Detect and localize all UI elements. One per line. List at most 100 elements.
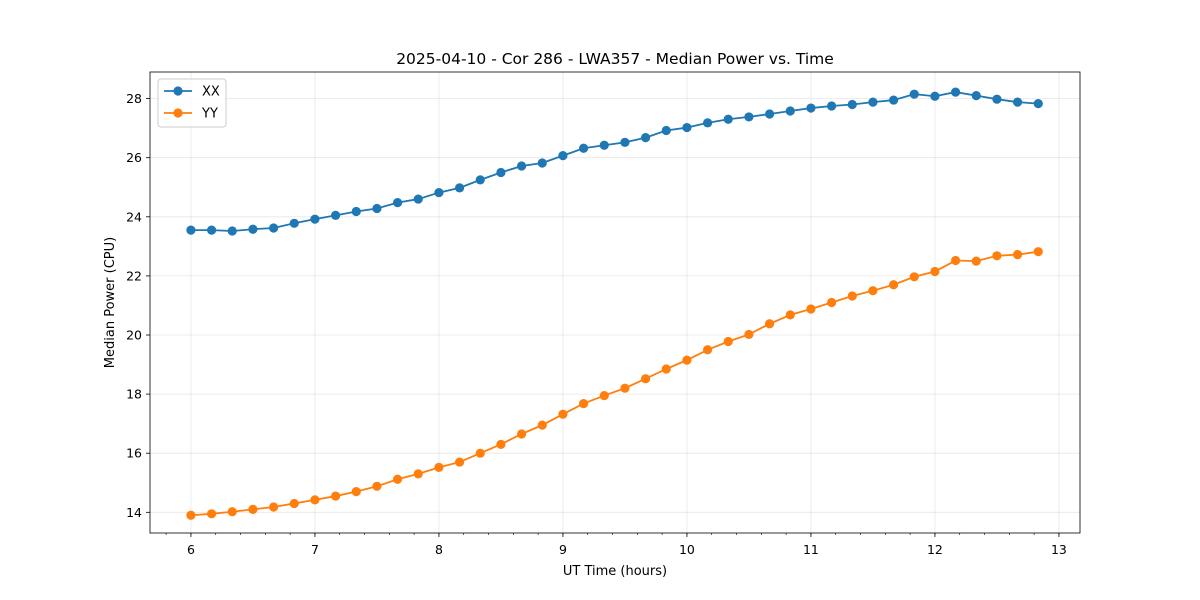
data-point-yy: [1033, 247, 1043, 257]
x-tick-label: 7: [311, 542, 319, 557]
data-point-yy: [268, 502, 279, 512]
legend-label: XX: [202, 85, 220, 100]
y-tick-label: 22: [126, 268, 142, 283]
data-point-xx: [702, 118, 713, 128]
x-axis-label: UT Time (hours): [563, 564, 667, 579]
data-point-xx: [682, 122, 692, 133]
x-tick-label: 11: [803, 542, 819, 557]
data-point-xx: [930, 91, 940, 101]
data-point-xx: [434, 187, 444, 198]
y-tick-label: 26: [126, 150, 142, 165]
data-point-yy: [682, 355, 692, 365]
y-tick-label: 28: [126, 91, 142, 106]
data-point-xx: [785, 106, 795, 116]
data-point-yy: [1012, 250, 1023, 260]
data-point-yy: [620, 383, 630, 393]
data-point-xx: [516, 161, 527, 171]
data-point-yy: [930, 266, 940, 277]
legend-item-xx: XX: [164, 85, 220, 100]
data-point-yy: [578, 398, 589, 409]
data-point-xx: [206, 225, 217, 235]
legend-marker: [173, 108, 183, 118]
data-point-xx: [475, 175, 485, 185]
chart-title: 2025-04-10 - Cor 286 - LWA357 - Median P…: [396, 50, 834, 68]
data-point-xx: [310, 214, 320, 224]
data-point-yy: [289, 498, 299, 509]
y-tick-label: 24: [126, 209, 142, 224]
data-point-xx: [289, 218, 299, 228]
data-point-xx: [620, 137, 630, 147]
data-point-yy: [475, 448, 485, 458]
data-point-xx: [888, 95, 899, 105]
data-point-xx: [764, 109, 775, 119]
data-point-yy: [992, 251, 1002, 261]
data-point-yy: [516, 429, 527, 439]
data-point-xx: [909, 89, 919, 99]
legend-items: XX YY: [164, 85, 220, 122]
data-point-xx: [826, 101, 837, 111]
data-point-yy: [248, 504, 258, 514]
data-point-xx: [950, 87, 961, 97]
data-point-xx: [392, 198, 403, 208]
data-point-yy: [599, 390, 609, 401]
data-point-yy: [372, 481, 382, 491]
data-point-xx: [599, 140, 609, 150]
data-point-xx: [268, 223, 279, 233]
data-point-xx: [661, 125, 671, 136]
axis-ticks: 6 7 8 9 10 11 12 13 14 16 18 20 22 24 26 28: [126, 91, 1067, 557]
data-point-yy: [206, 509, 217, 519]
data-point-yy: [971, 256, 981, 266]
data-point-xx: [413, 194, 423, 204]
series-layer: [186, 87, 1043, 520]
data-point-xx: [640, 133, 651, 143]
plot-frame: [149, 71, 1081, 534]
legend: XX YY: [157, 78, 227, 128]
data-point-yy: [826, 297, 837, 308]
data-point-yy: [330, 491, 341, 501]
data-point-xx: [578, 143, 589, 153]
data-point-xx: [496, 167, 506, 178]
data-point-xx: [744, 112, 754, 122]
x-tick-label: 13: [1051, 542, 1067, 557]
data-point-yy: [847, 291, 857, 301]
data-point-yy: [558, 409, 568, 419]
data-point-yy: [496, 439, 506, 449]
data-point-yy: [537, 420, 547, 430]
data-point-yy: [950, 255, 961, 266]
data-point-xx: [537, 158, 547, 168]
data-point-yy: [392, 474, 403, 484]
x-tick-label: 12: [927, 542, 943, 557]
series-yy: [186, 247, 1043, 520]
y-tick-label: 16: [126, 446, 142, 461]
y-tick-label: 20: [126, 328, 142, 343]
data-point-xx: [723, 114, 733, 124]
data-point-yy: [744, 329, 754, 340]
data-point-xx: [1033, 99, 1043, 109]
y-axis-label: Median Power (CPU): [103, 237, 118, 368]
data-point-yy: [413, 469, 423, 479]
legend-item-yy: YY: [164, 107, 218, 122]
legend-marker: [173, 86, 183, 96]
data-point-yy: [454, 457, 465, 467]
data-point-xx: [806, 103, 816, 113]
grid: [150, 72, 1080, 533]
data-point-yy: [661, 364, 671, 374]
data-point-xx: [847, 99, 857, 110]
data-point-yy: [723, 336, 733, 347]
x-tick-label: 8: [435, 542, 443, 557]
data-point-xx: [186, 225, 196, 235]
data-point-xx: [351, 206, 361, 217]
data-point-xx: [330, 210, 341, 220]
data-point-xx: [558, 151, 568, 161]
legend-label: YY: [201, 107, 218, 122]
data-point-yy: [351, 487, 361, 497]
data-point-yy: [868, 286, 878, 296]
series-xx: [186, 87, 1043, 236]
data-point-yy: [310, 495, 320, 505]
data-point-yy: [806, 304, 816, 314]
data-point-yy: [764, 319, 775, 329]
data-point-yy: [909, 272, 919, 282]
data-point-xx: [868, 97, 878, 107]
data-point-yy: [186, 510, 196, 520]
data-point-xx: [372, 203, 382, 214]
